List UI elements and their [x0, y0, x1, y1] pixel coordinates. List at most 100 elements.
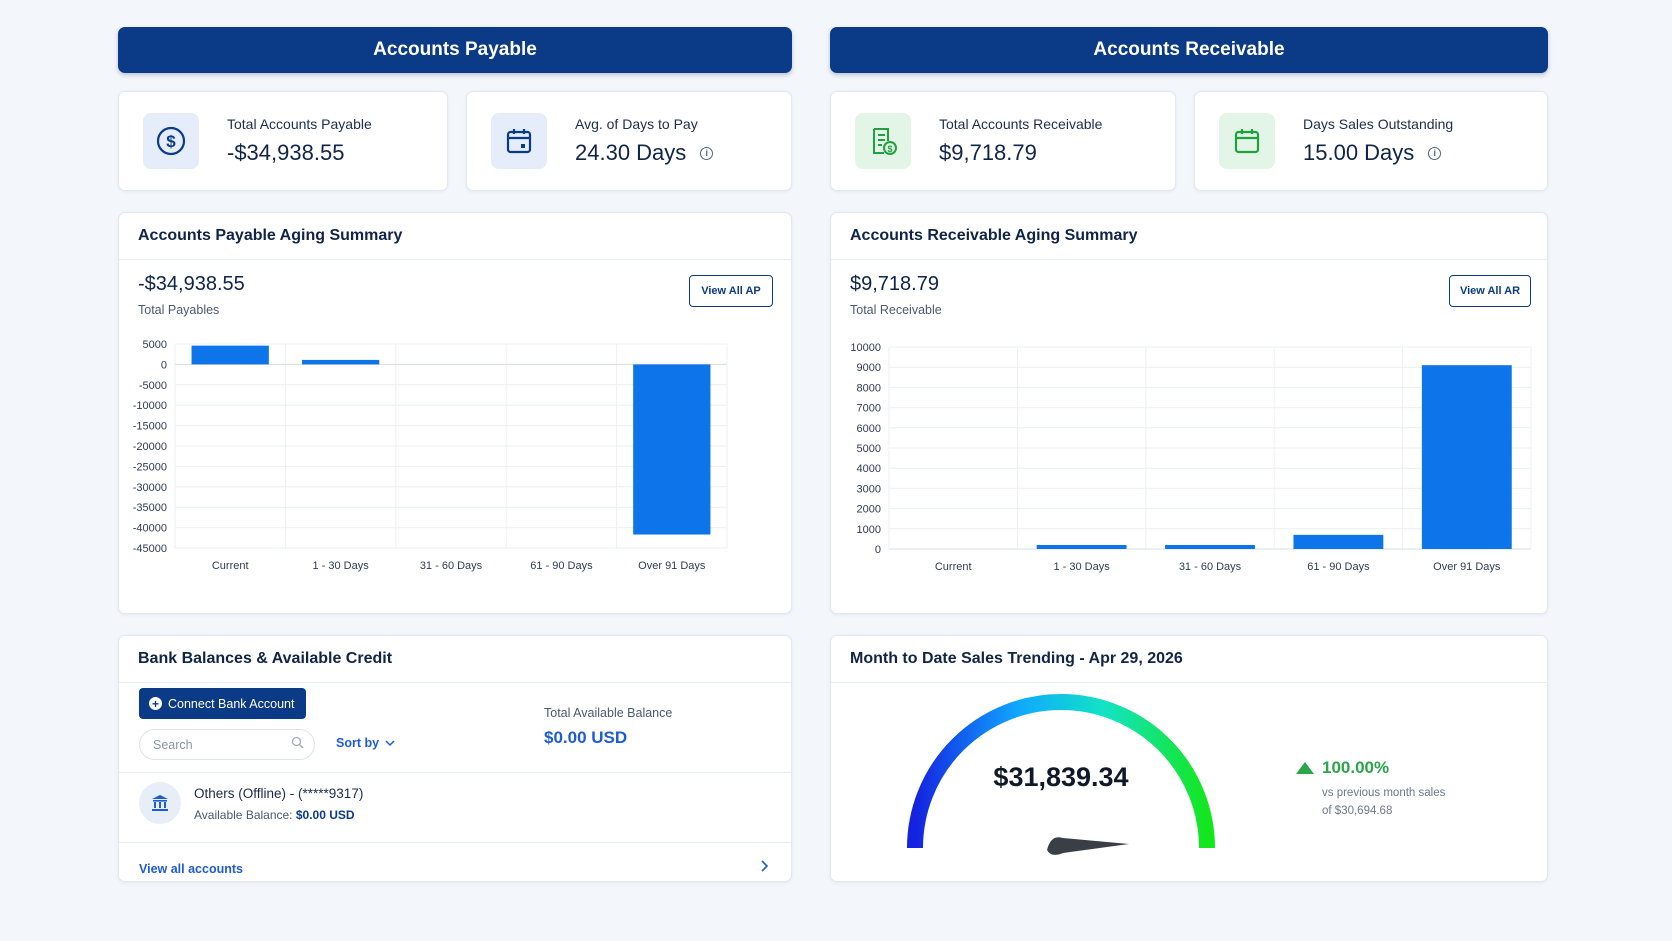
dollar-circle-icon: $ [143, 113, 199, 169]
x-tick-label: 1 - 30 Days [312, 560, 369, 572]
total-accounts-receivable-card: $ Total Accounts Receivable $9,718.79 [830, 91, 1176, 191]
svg-text:$: $ [887, 144, 892, 154]
sales-gauge: $31,839.34 [907, 694, 1215, 855]
x-tick-label: 1 - 30 Days [1053, 561, 1110, 573]
invoice-dollar-icon: $ [855, 113, 911, 169]
total-payables-amount: -$34,938.55 [138, 273, 245, 295]
kpi-value: -$34,938.55 [227, 140, 345, 165]
gauge-needle [1047, 837, 1129, 855]
svg-text:$: $ [166, 132, 176, 151]
info-icon[interactable]: i [700, 146, 714, 160]
x-tick-label: Current [212, 560, 249, 572]
bar-31-60-days [1165, 544, 1255, 549]
view-all-ap-button[interactable]: View All AP [689, 275, 773, 307]
panel-title: Accounts Payable Aging Summary [119, 213, 791, 260]
chevron-right-icon[interactable] [759, 860, 769, 872]
total-available-balance-value: $0.00 USD [544, 728, 628, 747]
x-tick-label: 61 - 90 Days [530, 560, 593, 572]
ar-aging-bar-chart: 1000090008000700060005000400030002000100… [850, 342, 1532, 573]
bank-icon [139, 782, 181, 824]
bar-over-91-days [633, 364, 711, 535]
gauge-value: $31,839.34 [993, 762, 1128, 792]
divider [119, 772, 791, 773]
view-all-ar-button[interactable]: View All AR [1449, 275, 1531, 307]
accounts-payable-column: Accounts Payable $ Total Accounts Payabl… [118, 27, 792, 882]
total-available-balance-label: Total Available Balance [544, 706, 673, 720]
divider [119, 842, 791, 843]
accounts-payable-banner: Accounts Payable [118, 27, 792, 73]
search-icon[interactable] [291, 736, 304, 754]
kpi-value: 24.30 Days i [575, 140, 714, 166]
kpi-value: $9,718.79 [939, 140, 1037, 165]
y-tick-label: -45000 [133, 543, 167, 555]
y-tick-label: 2000 [857, 504, 881, 516]
view-all-accounts-link[interactable]: View all accounts [139, 862, 243, 876]
plus-icon: + [149, 697, 162, 710]
y-tick-label: 5000 [143, 339, 167, 351]
avg-days-to-pay-card: Avg. of Days to Pay 24.30 Days i [466, 91, 792, 191]
total-accounts-payable-card: $ Total Accounts Payable -$34,938.55 [118, 91, 448, 191]
sort-by-dropdown[interactable]: Sort by [336, 736, 395, 750]
y-tick-label: -25000 [133, 461, 167, 473]
search-box [139, 729, 315, 760]
panel-title: Bank Balances & Available Credit [119, 636, 791, 683]
days-sales-outstanding-card: Days Sales Outstanding 15.00 Days i [1194, 91, 1548, 191]
ap-aging-summary-panel: Accounts Payable Aging Summary -$34,938.… [118, 212, 792, 614]
y-tick-label: 7000 [857, 403, 881, 415]
kpi-value: 15.00 Days i [1303, 140, 1453, 166]
y-tick-label: -30000 [133, 482, 167, 494]
y-tick-label: 8000 [857, 382, 881, 394]
y-tick-label: 4000 [857, 463, 881, 475]
x-tick-label: 31 - 60 Days [420, 560, 483, 572]
y-tick-label: 1000 [857, 524, 881, 536]
bar-current [191, 345, 269, 365]
search-input[interactable] [153, 737, 273, 752]
bar-61-90-days [1293, 534, 1384, 549]
panel-title: Accounts Receivable Aging Summary [831, 213, 1547, 260]
total-payables-label: Total Payables [138, 303, 220, 317]
x-tick-label: 31 - 60 Days [1179, 561, 1242, 573]
y-tick-label: 10000 [850, 342, 881, 354]
sales-change-note: vs previous month sales of $30,694.68 [1322, 787, 1446, 817]
kpi-label: Days Sales Outstanding [1303, 116, 1454, 132]
accounts-receivable-banner: Accounts Receivable [830, 27, 1548, 73]
total-receivable-label: Total Receivable [850, 303, 942, 317]
y-tick-label: 0 [875, 544, 881, 556]
bank-account-name[interactable]: Others (Offline) - (*****9317) [194, 786, 364, 801]
y-tick-label: -35000 [133, 502, 167, 514]
y-tick-label: 5000 [857, 443, 881, 455]
bank-account-balance: Available Balance: $0.00 USD [194, 808, 355, 822]
accounts-receivable-column: Accounts Receivable $ Total Accounts Rec… [830, 27, 1548, 882]
panel-title: Month to Date Sales Trending - Apr 29, 2… [831, 636, 1547, 683]
chevron-down-icon [385, 739, 395, 746]
arrow-up-icon [1296, 762, 1314, 774]
connect-bank-account-button[interactable]: + Connect Bank Account [139, 688, 306, 719]
y-tick-label: -10000 [133, 400, 167, 412]
y-tick-label: -5000 [139, 380, 167, 392]
y-tick-label: 6000 [857, 423, 881, 435]
kpi-label: Total Accounts Payable [227, 116, 372, 132]
y-tick-label: 3000 [857, 483, 881, 495]
bar-1-30-days [1036, 544, 1127, 549]
y-tick-label: -20000 [133, 441, 167, 453]
bank-balances-panel: Bank Balances & Available Credit + Conne… [118, 635, 792, 882]
bar-over-91-days [1421, 365, 1512, 549]
total-receivable-amount: $9,718.79 [850, 273, 939, 295]
kpi-label: Total Accounts Receivable [939, 116, 1103, 132]
y-tick-label: -40000 [133, 523, 167, 535]
y-tick-label: 0 [161, 359, 167, 371]
x-tick-label: Over 91 Days [1433, 561, 1501, 573]
sales-change: 100.00% [1296, 758, 1389, 778]
y-tick-label: 9000 [857, 362, 881, 374]
bar-1-30-days [301, 359, 380, 365]
calendar-icon [1219, 113, 1275, 169]
calendar-icon [491, 113, 547, 169]
ap-aging-bar-chart: 5000 0 -5000 -10000 -15000 -20000 -25000 -30000… [133, 339, 728, 572]
info-icon[interactable]: i [1428, 146, 1442, 160]
y-tick-label: -15000 [133, 421, 167, 433]
x-tick-label: Over 91 Days [638, 560, 706, 572]
kpi-label: Avg. of Days to Pay [575, 116, 698, 132]
x-tick-label: Current [935, 561, 972, 573]
ar-aging-summary-panel: Accounts Receivable Aging Summary $9,718… [830, 212, 1548, 614]
mtd-sales-trending-panel: Month to Date Sales Trending - Apr 29, 2… [830, 635, 1548, 882]
